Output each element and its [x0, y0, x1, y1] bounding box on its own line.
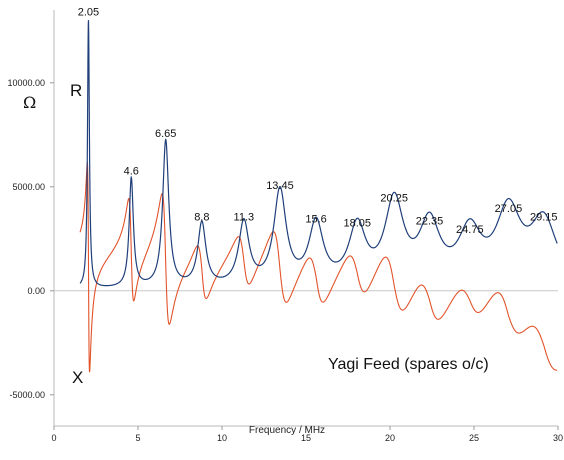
x-axis-ticks: 0 5 10 15 20 25 30	[51, 426, 563, 443]
peak-label: 15.6	[305, 213, 326, 225]
x-tick-label: 10	[217, 433, 227, 443]
peak-label: 18.05	[343, 218, 371, 230]
legend-x-label: X	[72, 368, 83, 387]
y-tick-label: -5000.00	[9, 390, 45, 400]
x-axis-title: Frequency / MHz	[249, 425, 325, 436]
x-tick-label: 0	[51, 433, 56, 443]
chart-annotation: Yagi Feed (spares o/c)	[328, 356, 489, 373]
y-tick-label: 10000.00	[7, 78, 45, 88]
peak-label: 2.05	[78, 6, 99, 18]
peak-label: 11.3	[234, 211, 255, 223]
x-tick-label: 25	[469, 433, 479, 443]
x-tick-label: 30	[553, 433, 563, 443]
x-tick-label: 15	[301, 433, 311, 443]
y-tick-label: 5000.00	[12, 182, 45, 192]
peak-label: 29.15	[530, 211, 558, 223]
series-r-group	[79, 20, 558, 287]
y-axis-unit: Ω	[23, 93, 36, 112]
peak-label: 27.05	[495, 203, 523, 215]
peak-label: 24.75	[456, 224, 484, 236]
series-x-group	[79, 161, 558, 373]
peak-label: 13.45	[266, 180, 294, 192]
x-tick-label: 20	[385, 433, 395, 443]
y-axis-ticks: 10000.00 5000.00 0.00 -5000.00	[7, 78, 54, 400]
legend-r-label: R	[70, 81, 82, 100]
peak-label: 6.65	[155, 128, 176, 140]
peak-labels: 2.05 4.6 6.65 8.8 11.3 13.45 15.6 18.05 20.25 22.…	[78, 6, 558, 235]
peak-label: 22.35	[416, 215, 444, 227]
x-tick-label: 5	[135, 433, 140, 443]
peak-label: 20.25	[380, 193, 408, 205]
y-tick-label: 0.00	[27, 286, 45, 296]
series-r-line	[79, 20, 558, 287]
peak-label: 8.8	[194, 211, 209, 223]
peak-label: 4.6	[124, 166, 139, 178]
series-x-line	[79, 161, 558, 373]
